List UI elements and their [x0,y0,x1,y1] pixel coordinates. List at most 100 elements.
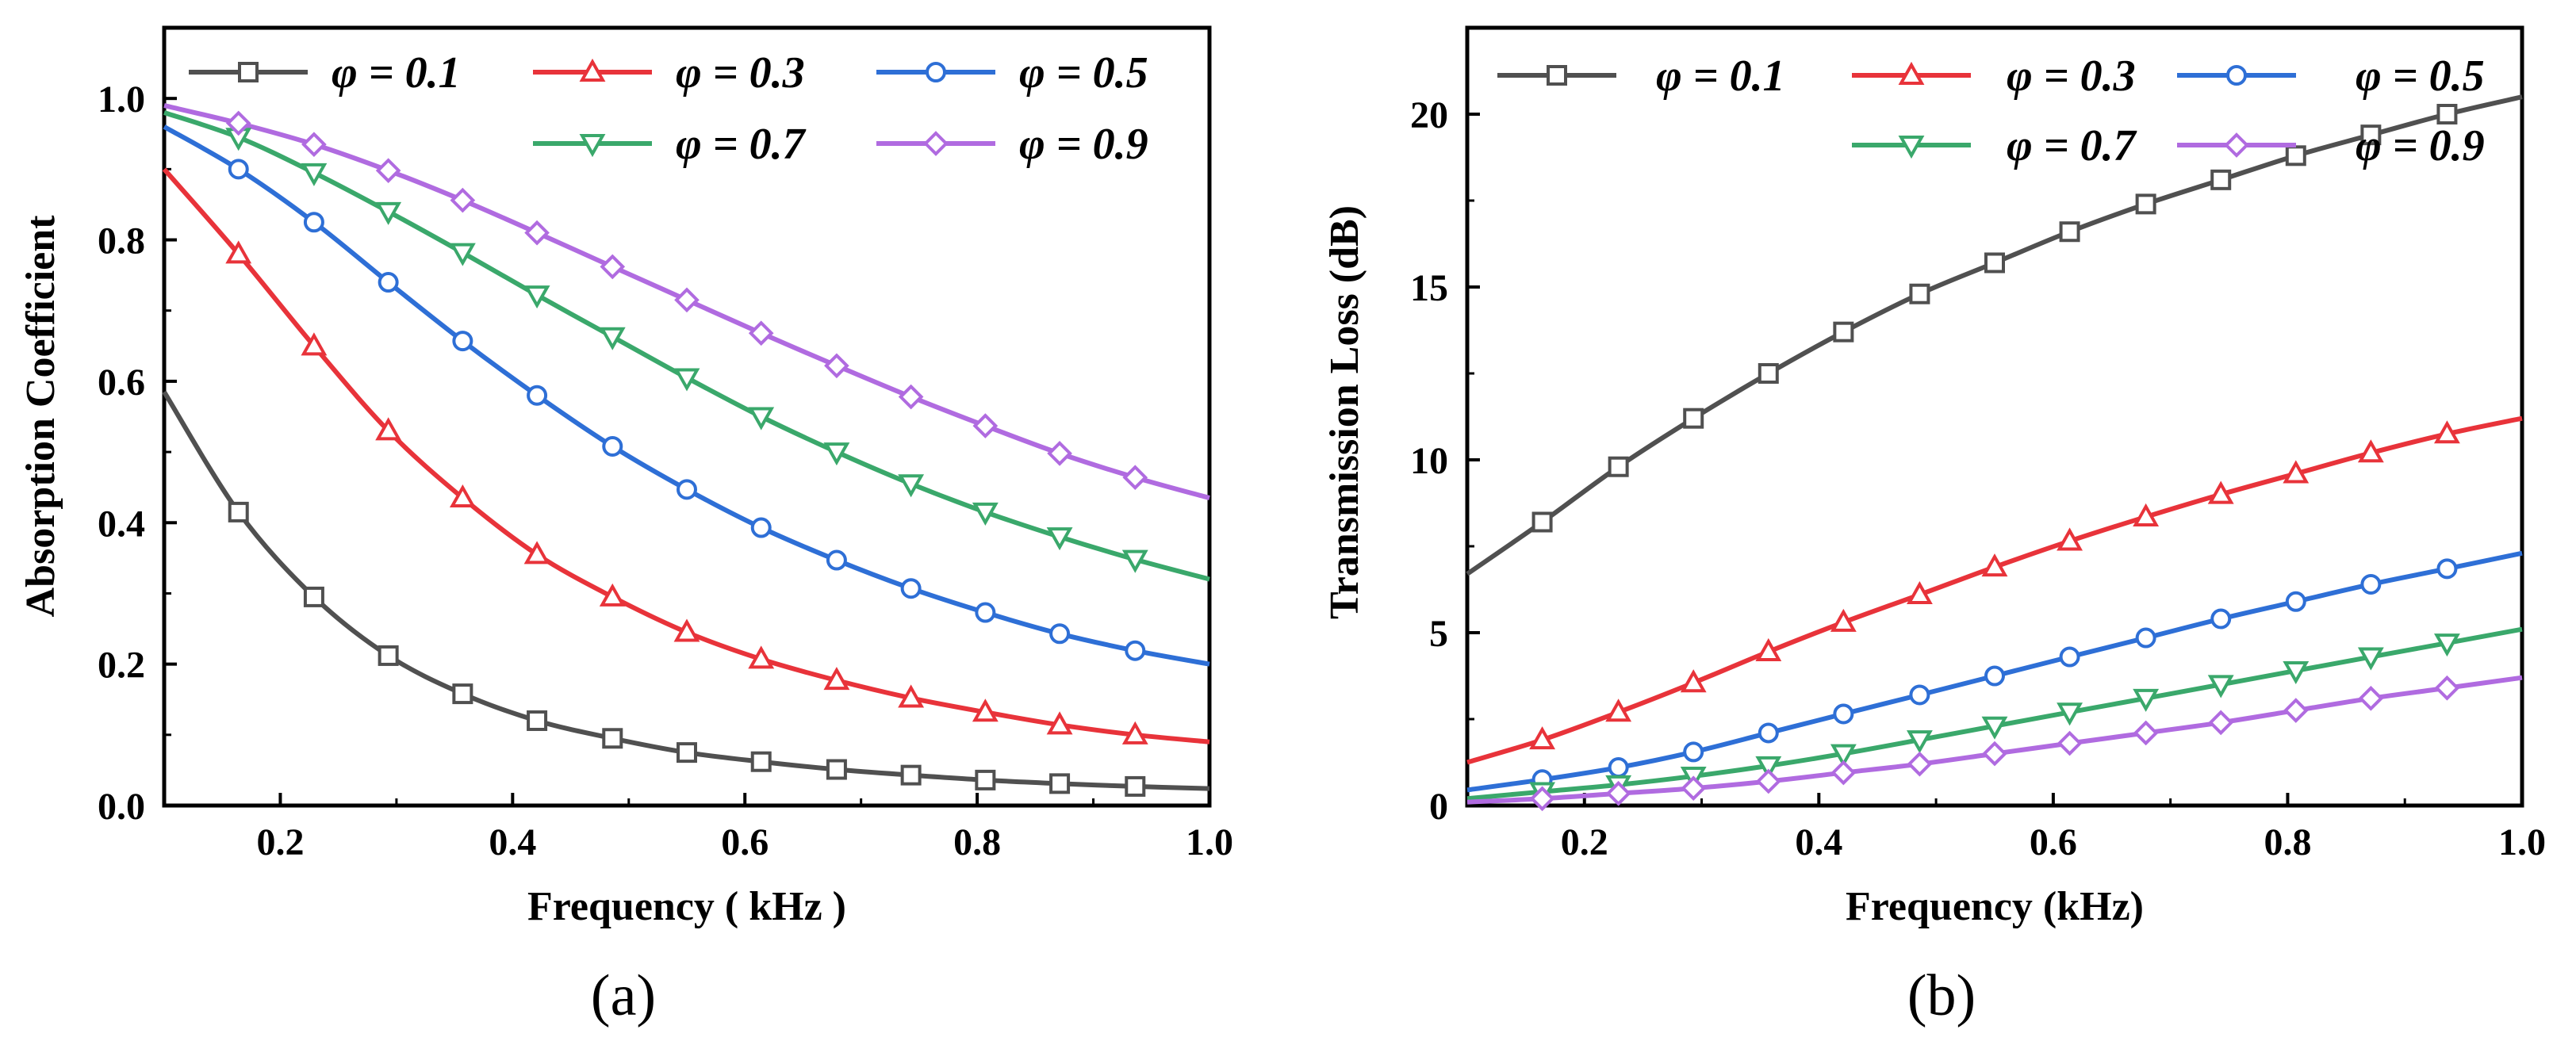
series-lines-a [162,103,1210,791]
data-point [301,163,328,186]
data-point [1906,730,1933,754]
plot-frame-b [1465,25,2524,808]
x-axis-title-b: Frequency (kHz) [1846,884,2144,929]
x-tick-label: 0.6 [721,821,769,863]
x-tick-label: 1.0 [1186,821,1233,863]
data-point [1681,775,1707,802]
x-tick-label: 0.6 [2030,821,2077,863]
data-point [602,435,623,457]
data-point [2283,460,2310,484]
data-point [824,353,849,379]
data-point [673,368,700,392]
data-point [972,698,999,722]
data-point [2210,169,2232,190]
y-tick-label: 0.6 [98,362,145,404]
legend-marker [2226,65,2247,86]
data-point [2057,730,2083,756]
data-point [677,742,697,764]
legend-label: φ = 0.7 [676,120,807,169]
x-tick-label: 0.8 [2264,821,2311,863]
data-point [748,407,775,431]
data-point [748,320,774,346]
series-markers-b [1529,104,2460,812]
axis-ticks-a: 0.2 0.4 0.6 0.8 1.0 0.0 0.2 0.4 0.6 0.8 1.0 [98,78,1233,863]
data-point [378,272,399,293]
data-point [1605,698,1632,722]
data-point [1906,580,1933,605]
data-point [523,285,550,309]
data-point [524,220,550,246]
legend-label: φ = 0.1 [1656,52,1785,101]
data-point [2207,675,2234,698]
legend-a: φ = 0.1 φ = 0.3 φ = 0.5 φ = 0.7 φ = 0.9 [189,48,1148,169]
data-point [2283,698,2309,723]
x-tick-label: 0.4 [489,821,536,863]
data-point [898,684,925,708]
data-point [1830,744,1857,767]
series-markers-a [225,110,1148,797]
data-point [1909,283,1930,304]
data-point [1683,408,1704,429]
data-point [975,602,996,623]
data-point [1680,669,1707,693]
data-point [1758,722,1779,744]
data-point [1608,456,1629,477]
y-tick-label: 10 [1410,440,1448,482]
data-point [375,201,402,225]
legend-marker [1898,136,1925,159]
data-point [527,385,548,406]
data-point [375,158,401,183]
x-axis-title-a: Frequency ( kHz ) [527,884,846,929]
y-tick-label: 0.4 [98,503,145,545]
data-point [2133,503,2160,526]
data-point [1046,527,1073,551]
data-point [1121,721,1148,744]
panel-caption-b: (b) [1907,963,1976,1028]
data-point [2433,633,2460,657]
legend-marker [1898,61,1925,85]
data-point [1121,549,1148,573]
data-point [2357,647,2384,671]
data-point [527,710,548,731]
axis-ticks-b: 0.2 0.4 0.6 0.8 1.0 0 5 10 15 20 [1410,94,2546,863]
data-point [1907,751,1933,777]
data-point [2285,145,2306,166]
data-point [2207,480,2234,504]
data-point [225,110,251,136]
data-point [972,502,999,526]
data-point [677,479,697,500]
data-point [1605,780,1631,806]
x-tick-label: 0.8 [953,821,1001,863]
x-tick-label: 0.2 [1561,821,1608,863]
data-point [1830,760,1857,786]
data-point [748,645,775,669]
data-point [449,484,476,508]
data-point [452,683,473,705]
legend-label: φ = 0.9 [2356,121,2485,170]
legend-marker [579,58,606,82]
data-point [826,549,847,571]
legend-label: φ = 0.3 [2007,52,2136,101]
data-point [303,212,324,233]
y-tick-label: 0.8 [98,220,145,262]
data-point [2434,675,2460,701]
plot-frame-a [162,25,1212,808]
data-point [898,384,924,410]
data-point [1531,511,1553,533]
data-point [1981,553,2008,577]
data-point [1755,756,1782,779]
chart-panel-a: 0.2 0.4 0.6 0.8 1.0 0.0 0.2 0.4 0.6 0.8 1.0 φ = 0.… [18,25,1233,1028]
data-point [599,583,626,607]
data-point [2283,660,2310,685]
data-point [750,751,772,772]
data-point [1529,726,1556,750]
data-point [1755,637,1782,661]
data-point [2059,221,2080,243]
data-point [1833,321,1854,343]
data-point [2133,720,2159,746]
data-point [378,645,399,666]
data-point [1125,640,1146,661]
y-tick-label: 1.0 [98,78,145,121]
data-point [2433,420,2460,444]
y-tick-label: 15 [1410,267,1448,309]
